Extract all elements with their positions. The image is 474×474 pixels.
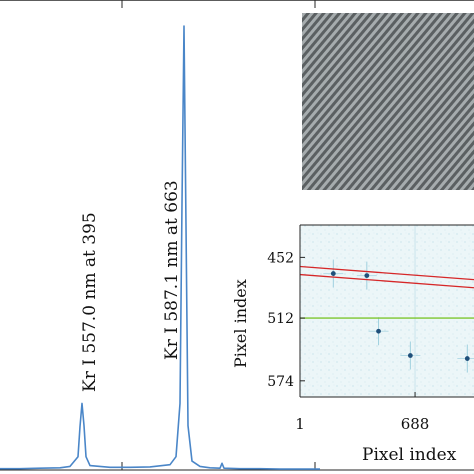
- heatmap-image: [300, 225, 474, 397]
- heatmap-spot-2: [368, 317, 389, 346]
- spectrum-series-line: [0, 25, 320, 470]
- heatmap-spot-0-core: [330, 271, 336, 276]
- heatmap-ylabel: Pixel index: [231, 279, 250, 368]
- heatmap-spot-0: [323, 259, 344, 288]
- heatmap-xlabel: Pixel index: [362, 445, 457, 465]
- heatmap-spot-2-core: [376, 328, 381, 334]
- heatmap-spot-3: [400, 341, 421, 370]
- heatmap-xtick-label-0: 1: [295, 415, 305, 433]
- spectrum-annotation-kr-587: Kr I 587.1 nm at 663: [162, 180, 182, 360]
- heatmap-spot-1-core: [364, 273, 370, 278]
- heatmap-ytick-label-1: 512: [267, 311, 294, 327]
- fringe-image-inset: [302, 13, 474, 190]
- heatmap-inset: 452 512 574 1 688 Pixel index Pixel index: [231, 224, 474, 465]
- fringe-image: [302, 13, 474, 190]
- heatmap-xtick-label-1: 688: [401, 415, 430, 433]
- heatmap-ytick-label-2: 574: [267, 374, 294, 390]
- spectrum-annotation-kr-557: Kr I 557.0 nm at 395: [80, 212, 100, 392]
- heatmap-spot-4-core: [464, 356, 470, 361]
- heatmap-ytick-label-0: 452: [267, 250, 294, 266]
- heatmap-overlay-line-1: [299, 273, 474, 289]
- heatmap-spot-1: [356, 261, 377, 290]
- heatmap-overlays: [299, 265, 474, 319]
- heatmap-spot-3-core: [407, 353, 413, 358]
- heatmap-ticks: 452 512 574 1 688: [267, 250, 429, 433]
- heatmap-overlay-line-0: [299, 265, 474, 281]
